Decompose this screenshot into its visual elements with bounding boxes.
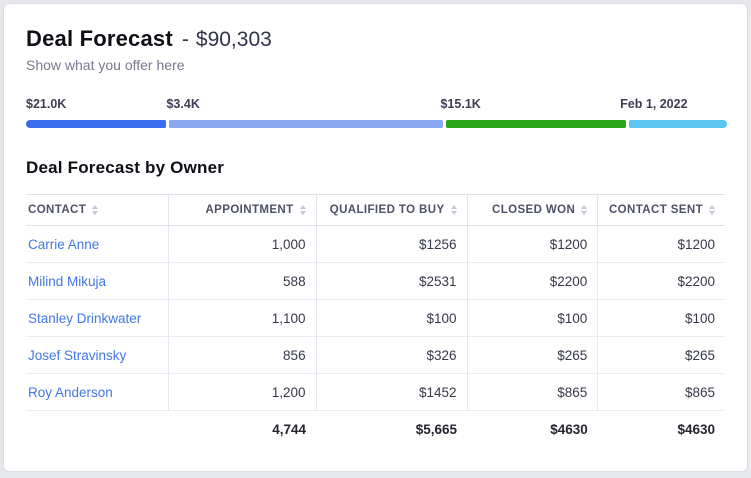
page-title: Deal Forecast	[26, 26, 173, 51]
column-header-contact[interactable]: CONTACT	[26, 194, 169, 226]
deal-forecast-card: Deal Forecast - $90,303 Show what you of…	[3, 3, 748, 472]
cell-closed-won: $265	[466, 336, 598, 374]
cell-appointment: 1,100	[168, 299, 317, 337]
cell-appointment: 856	[168, 336, 317, 374]
total-appointment: 4,744	[272, 422, 307, 438]
cell-qualified-to-buy: $1256	[315, 225, 468, 263]
cell-qualified-to-buy: $2531	[315, 262, 468, 300]
column-header-label: QUALIFIED TO BUY	[329, 204, 445, 216]
table-totals-row: 4,744 $5,665 $4630 $4630	[26, 411, 725, 449]
table-row: Josef Stravinsky 856 $326 $265 $265	[26, 336, 725, 374]
bar-segment-label: $15.1K	[440, 97, 481, 111]
bar-segment-label: $3.4K	[166, 97, 200, 111]
sort-icon[interactable]	[299, 205, 306, 215]
bar-segment[interactable]	[629, 120, 727, 128]
title-separator: -	[181, 28, 189, 51]
card-subtitle: Show what you offer here	[26, 57, 185, 73]
cell-appointment: 588	[168, 262, 317, 300]
column-header-qualified-to-buy[interactable]: QUALIFIED TO BUY	[315, 194, 468, 226]
column-header-closed-won[interactable]: CLOSED WON	[466, 194, 598, 226]
column-header-label: CLOSED WON	[492, 204, 576, 216]
cell-closed-won: $100	[466, 299, 598, 337]
bar-segment[interactable]	[446, 120, 627, 128]
table-header-row: CONTACT APPOINTMENT QUALIFIED TO BUY CLO…	[26, 194, 725, 226]
sort-icon[interactable]	[92, 205, 99, 215]
cell-contact-sent: $865	[597, 373, 725, 411]
sort-icon[interactable]	[581, 205, 588, 215]
contact-link[interactable]: Carrie Anne	[28, 236, 100, 252]
contact-link[interactable]: Milind Mikuja	[28, 273, 107, 289]
bar-segment-label: Feb 1, 2022	[620, 97, 688, 111]
sort-icon[interactable]	[450, 205, 457, 215]
column-header-label: CONTACT	[28, 204, 87, 216]
sort-icon[interactable]	[709, 205, 715, 215]
column-header-label: CONTACT SENT	[608, 204, 703, 216]
column-header-label: APPOINTMENT	[205, 204, 294, 216]
contact-link[interactable]: Josef Stravinsky	[28, 347, 127, 363]
table-row: Roy Anderson 1,200 $1452 $865 $865	[26, 373, 725, 411]
cell-contact-sent: $2200	[597, 262, 725, 300]
totals-contact-empty	[26, 411, 169, 449]
table-row: Milind Mikuja 588 $2531 $2200 $2200	[26, 262, 725, 300]
contact-link[interactable]: Roy Anderson	[28, 384, 113, 400]
cell-contact-sent: $100	[597, 299, 725, 337]
card-header: Deal Forecast - $90,303	[26, 26, 725, 52]
table-row: Carrie Anne 1,000 $1256 $1200 $1200	[26, 225, 725, 263]
column-header-appointment[interactable]: APPOINTMENT	[168, 194, 317, 226]
table-title: Deal Forecast by Owner	[26, 158, 225, 177]
cell-contact-sent: $1200	[597, 225, 725, 263]
cell-qualified-to-buy: $1452	[315, 373, 468, 411]
bar-segment[interactable]	[26, 120, 167, 128]
cell-closed-won: $865	[466, 373, 598, 411]
cell-qualified-to-buy: $100	[315, 299, 468, 337]
total-contact-sent: $4630	[677, 422, 715, 438]
cell-closed-won: $2200	[466, 262, 598, 300]
forecast-bar-block: $21.0K $3.4K $15.1K Feb 1, 2022	[26, 97, 727, 128]
total-qualified-to-buy: $5,665	[415, 422, 458, 438]
forecast-bar-labels: $21.0K $3.4K $15.1K Feb 1, 2022	[26, 97, 725, 111]
bar-segment-label: $21.0K	[26, 97, 67, 111]
cell-qualified-to-buy: $326	[315, 336, 468, 374]
contact-link[interactable]: Stanley Drinkwater	[28, 310, 142, 326]
forecast-total-amount: $90,303	[195, 28, 272, 51]
total-closed-won: $4630	[550, 422, 588, 438]
forecast-progress-bar	[26, 120, 727, 128]
column-header-contact-sent[interactable]: CONTACT SENT	[597, 194, 725, 226]
cell-appointment: 1,000	[168, 225, 317, 263]
cell-appointment: 1,200	[168, 373, 317, 411]
table-row: Stanley Drinkwater 1,100 $100 $100 $100	[26, 299, 725, 337]
bar-segment[interactable]	[169, 120, 444, 128]
deal-forecast-table: CONTACT APPOINTMENT QUALIFIED TO BUY CLO…	[26, 194, 725, 449]
cell-contact-sent: $265	[597, 336, 725, 374]
cell-closed-won: $1200	[466, 225, 598, 263]
